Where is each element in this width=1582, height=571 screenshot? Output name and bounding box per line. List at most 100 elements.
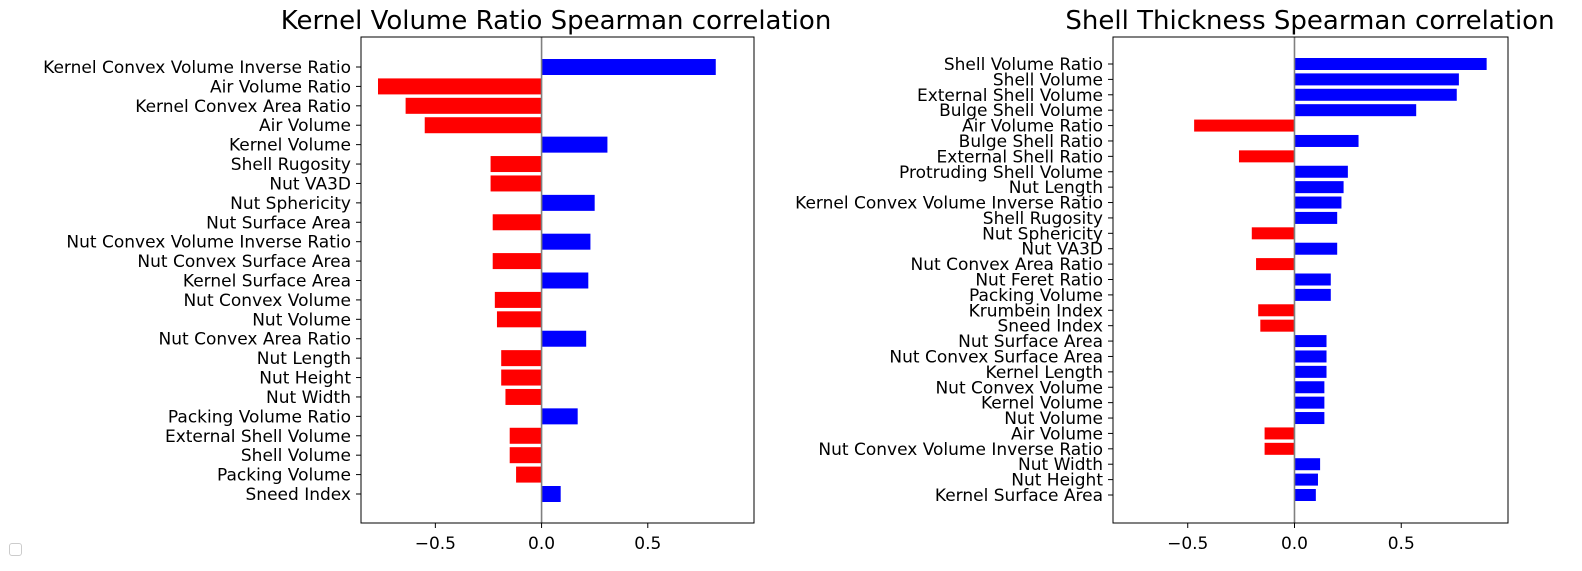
- category-label: Kernel Surface Area: [935, 486, 1103, 506]
- category-label: Shell Volume: [241, 446, 351, 466]
- bar: [541, 194, 595, 211]
- category-label: Nut VA3D: [269, 174, 351, 194]
- bar: [501, 369, 542, 386]
- category-label: Kernel Volume: [981, 394, 1103, 414]
- category-label: Nut Convex Volume Inverse Ratio: [66, 233, 351, 253]
- category-label: Nut Width: [266, 388, 351, 408]
- category-label: Nut Surface Area: [958, 332, 1103, 352]
- bar: [377, 78, 542, 95]
- category-label: Kernel Length: [986, 363, 1103, 383]
- bar: [405, 97, 542, 114]
- bar: [516, 466, 542, 483]
- bar: [490, 175, 542, 192]
- category-label: Packing Volume: [217, 466, 351, 486]
- bar: [1294, 473, 1318, 486]
- category-label: Packing Volume: [969, 286, 1103, 306]
- bar: [1294, 335, 1327, 348]
- category-label: Sneed Index: [246, 485, 351, 505]
- category-label: External Shell Volume: [917, 86, 1103, 106]
- bar: [1258, 304, 1295, 317]
- category-label: Krumbein Index: [969, 301, 1103, 321]
- bar: [541, 486, 561, 502]
- category-label: Shell Rugosity: [231, 155, 351, 175]
- bar: [1194, 119, 1295, 132]
- bar: [1294, 365, 1327, 378]
- category-label: Packing Volume Ratio: [168, 407, 351, 427]
- category-label: Nut Length: [1009, 178, 1103, 198]
- bar: [1294, 412, 1325, 425]
- bar: [424, 117, 542, 134]
- bar: [505, 388, 542, 405]
- bar: [541, 59, 716, 75]
- bar: [1294, 73, 1459, 86]
- bar: [1294, 288, 1331, 301]
- bar: [492, 253, 542, 270]
- x-tick-label: −0.5: [1167, 534, 1208, 554]
- category-label: Kernel Convex Area Ratio: [135, 97, 351, 117]
- chart-title: Shell Thickness Spearman correlation: [1065, 6, 1554, 36]
- chart-title: Kernel Volume Ratio Spearman correlation: [281, 6, 832, 36]
- category-label: Nut Volume: [252, 310, 351, 330]
- category-label: Kernel Convex Volume Inverse Ratio: [795, 194, 1103, 214]
- bar: [1294, 58, 1487, 70]
- bar: [501, 350, 542, 367]
- category-label: Nut Convex Volume: [183, 291, 351, 311]
- bar: [1238, 150, 1295, 163]
- category-label: Nut Volume: [1004, 409, 1103, 429]
- chart-kernel-volume-ratio: Kernel Volume Ratio Spearman correlation…: [43, 6, 831, 554]
- category-label: Nut Convex Area Ratio: [159, 330, 351, 350]
- category-label: Air Volume Ratio: [210, 77, 351, 97]
- bar: [1294, 396, 1325, 409]
- category-label: Nut Convex Volume Inverse Ratio: [818, 440, 1103, 460]
- category-label: Nut Convex Surface Area: [137, 252, 351, 272]
- bar: [541, 330, 587, 347]
- bar: [509, 427, 542, 444]
- bar: [1294, 381, 1325, 394]
- bar: [490, 156, 542, 173]
- category-label: Nut Height: [259, 369, 351, 389]
- bar: [1294, 181, 1344, 194]
- category-label: Shell Volume Ratio: [944, 55, 1103, 75]
- bar: [1294, 273, 1331, 286]
- category-label: Nut Surface Area: [206, 213, 351, 233]
- bar: [1294, 242, 1338, 255]
- category-label: Nut Convex Volume: [935, 378, 1103, 398]
- chart-shell-thickness: Shell Thickness Spearman correlation Shel…: [795, 6, 1554, 554]
- category-label: Bulge Shell Ratio: [959, 132, 1103, 152]
- category-label: Air Volume: [1011, 424, 1103, 444]
- bar: [541, 272, 589, 289]
- bar: [494, 291, 542, 308]
- category-label: Nut VA3D: [1021, 240, 1103, 260]
- category-label: Nut Height: [1011, 471, 1103, 491]
- x-tick-label: 0.0: [528, 534, 555, 554]
- bar: [1294, 489, 1316, 501]
- bar: [1294, 196, 1342, 209]
- category-label: External Shell Ratio: [937, 147, 1103, 167]
- bar: [509, 447, 542, 464]
- category-label: Shell Rugosity: [983, 209, 1103, 229]
- category-label: Air Volume Ratio: [962, 117, 1103, 137]
- category-label: Sneed Index: [998, 317, 1103, 337]
- bar: [541, 233, 591, 250]
- bar: [496, 311, 542, 328]
- bar: [1251, 227, 1295, 240]
- bar: [1294, 350, 1327, 363]
- x-tick-label: 0.5: [634, 534, 661, 554]
- bar: [1294, 134, 1359, 147]
- category-label: Shell Volume: [993, 70, 1103, 90]
- bar: [1294, 104, 1417, 117]
- category-label: External Shell Volume: [165, 427, 351, 447]
- category-label: Protruding Shell Volume: [899, 163, 1103, 183]
- category-label: Air Volume: [259, 116, 351, 136]
- category-label: Nut Width: [1018, 455, 1103, 475]
- x-tick-label: −0.5: [415, 534, 456, 554]
- category-label: Kernel Surface Area: [183, 272, 351, 292]
- category-label: Nut Convex Surface Area: [889, 347, 1103, 367]
- category-label: Bulge Shell Volume: [939, 101, 1103, 121]
- bar: [1264, 427, 1295, 440]
- bar: [1264, 442, 1295, 455]
- empty-legend-box: [9, 543, 22, 556]
- bar: [1294, 165, 1348, 178]
- category-label: Kernel Convex Volume Inverse Ratio: [43, 58, 351, 78]
